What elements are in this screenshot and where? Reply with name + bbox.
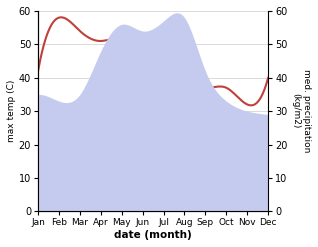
Y-axis label: med. precipitation
(kg/m2): med. precipitation (kg/m2) — [292, 69, 311, 153]
Y-axis label: max temp (C): max temp (C) — [7, 80, 16, 142]
X-axis label: date (month): date (month) — [114, 230, 192, 240]
